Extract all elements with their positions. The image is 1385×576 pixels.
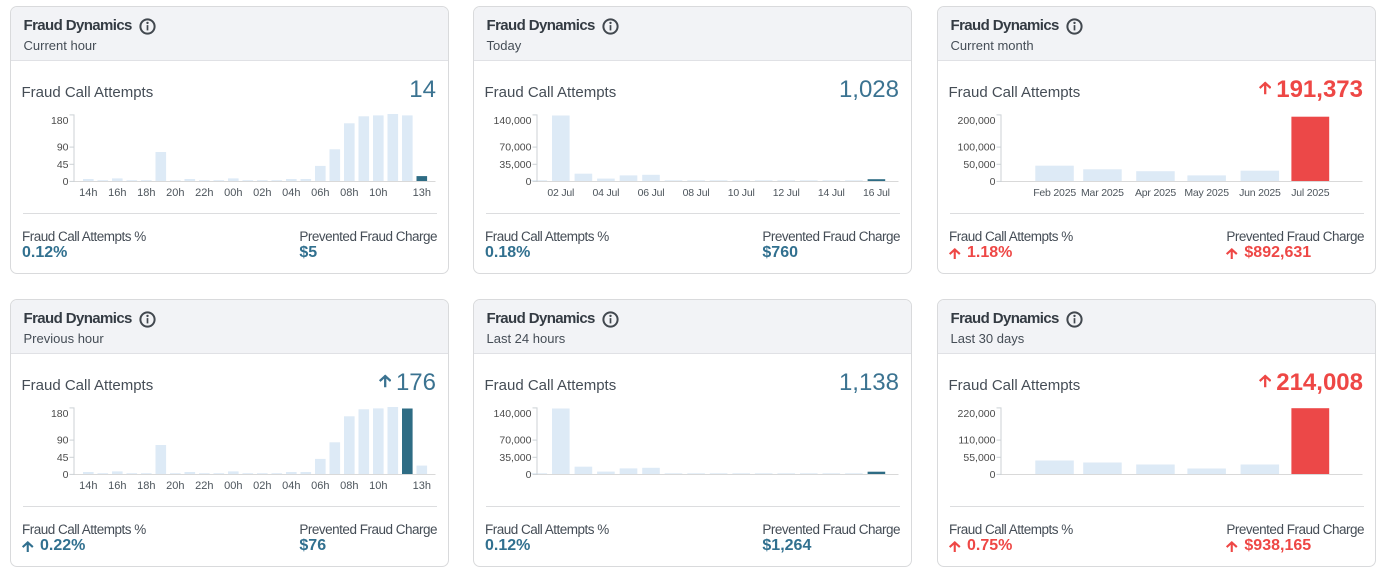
svg-text:35,000: 35,000 [499, 452, 531, 464]
svg-text:180: 180 [51, 115, 69, 127]
svg-text:13h: 13h [413, 187, 431, 199]
svg-text:Feb 2025: Feb 2025 [1033, 187, 1076, 199]
svg-text:22h: 22h [195, 187, 213, 199]
svg-text:0: 0 [526, 469, 532, 481]
svg-text:45: 45 [57, 159, 69, 171]
svg-text:06h: 06h [311, 187, 329, 199]
svg-text:200,000: 200,000 [958, 115, 996, 127]
svg-text:Jun 2025: Jun 2025 [1239, 187, 1281, 199]
svg-text:18h: 18h [137, 187, 155, 199]
svg-text:70,000: 70,000 [499, 141, 531, 153]
svg-text:16 Jul: 16 Jul [863, 187, 890, 199]
svg-text:110,000: 110,000 [958, 434, 995, 446]
svg-text:06 Jul: 06 Jul [638, 187, 665, 199]
svg-text:May 2025: May 2025 [1184, 187, 1229, 199]
svg-text:04h: 04h [282, 187, 300, 199]
svg-text:220,000: 220,000 [958, 408, 996, 420]
svg-text:00h: 00h [224, 187, 242, 199]
svg-text:50,000: 50,000 [963, 159, 995, 171]
svg-text:0: 0 [526, 176, 532, 188]
svg-text:14h: 14h [79, 187, 97, 199]
svg-text:70,000: 70,000 [499, 434, 531, 446]
svg-text:90: 90 [57, 434, 69, 446]
svg-text:22h: 22h [195, 480, 213, 492]
svg-text:04h: 04h [282, 480, 300, 492]
svg-text:08h: 08h [340, 187, 358, 199]
svg-text:Mar 2025: Mar 2025 [1081, 187, 1124, 199]
svg-text:14h: 14h [79, 480, 97, 492]
svg-text:140,000: 140,000 [494, 408, 532, 420]
svg-text:0: 0 [63, 469, 69, 481]
svg-text:02h: 02h [253, 187, 271, 199]
svg-text:04 Jul: 04 Jul [592, 187, 619, 199]
svg-text:140,000: 140,000 [494, 115, 532, 127]
svg-text:13h: 13h [413, 480, 431, 492]
svg-text:20h: 20h [166, 187, 184, 199]
svg-text:90: 90 [57, 141, 69, 153]
svg-text:180: 180 [51, 408, 69, 420]
svg-text:02 Jul: 02 Jul [547, 187, 574, 199]
svg-text:20h: 20h [166, 480, 184, 492]
svg-text:100,000: 100,000 [958, 141, 996, 153]
svg-text:10h: 10h [369, 480, 387, 492]
svg-text:16h: 16h [108, 480, 126, 492]
svg-text:14 Jul: 14 Jul [818, 187, 845, 199]
svg-text:35,000: 35,000 [499, 159, 531, 171]
svg-text:Jul 2025: Jul 2025 [1291, 187, 1329, 199]
svg-text:08h: 08h [340, 480, 358, 492]
svg-text:Apr 2025: Apr 2025 [1135, 187, 1176, 199]
svg-text:45: 45 [57, 452, 69, 464]
svg-text:0: 0 [63, 176, 69, 188]
svg-text:00h: 00h [224, 480, 242, 492]
svg-text:10h: 10h [369, 187, 387, 199]
svg-text:02h: 02h [253, 480, 271, 492]
svg-text:16h: 16h [108, 187, 126, 199]
svg-text:06h: 06h [311, 480, 329, 492]
svg-text:08 Jul: 08 Jul [683, 187, 710, 199]
svg-text:12 Jul: 12 Jul [773, 187, 800, 199]
svg-text:18h: 18h [137, 480, 155, 492]
svg-text:10 Jul: 10 Jul [728, 187, 755, 199]
svg-text:0: 0 [990, 469, 996, 481]
svg-text:0: 0 [990, 176, 996, 188]
svg-text:55,000: 55,000 [963, 452, 995, 464]
